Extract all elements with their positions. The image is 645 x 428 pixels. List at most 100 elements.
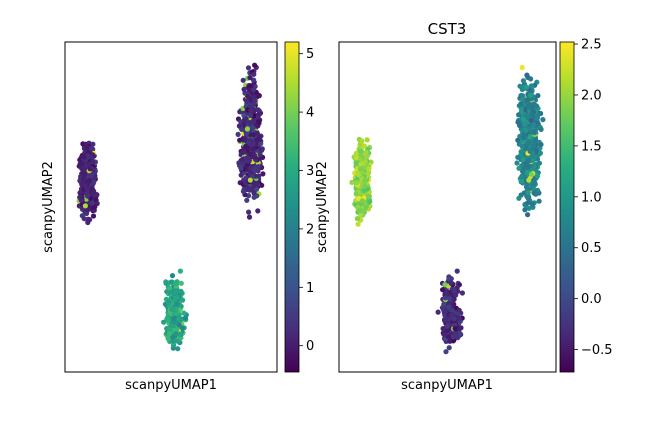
data-point [251, 87, 257, 93]
data-point [538, 126, 544, 132]
data-point [524, 169, 531, 175]
x-axis-label-panel-2: scanpyUMAP1 [401, 378, 493, 393]
data-point [250, 146, 256, 152]
data-point [443, 290, 449, 296]
data-point [179, 325, 185, 331]
data-point [358, 148, 364, 154]
data-point [166, 331, 172, 337]
data-point [526, 102, 533, 108]
data-point [451, 316, 457, 322]
colorbar-tick-label: −0.5 [581, 343, 613, 358]
data-point [359, 138, 365, 144]
data-point [358, 212, 364, 218]
colorbar-ticks-panel-1: 0 1 2 3 4 5 [299, 47, 314, 354]
data-point [256, 93, 262, 99]
data-point [529, 153, 535, 160]
data-point [169, 273, 176, 279]
data-point [177, 268, 183, 274]
data-point [240, 188, 246, 194]
data-point [167, 289, 174, 295]
data-point [252, 62, 258, 68]
data-point [91, 188, 97, 194]
data-point [440, 287, 446, 293]
data-point [531, 122, 537, 128]
data-point [165, 336, 171, 342]
colorbar-tick-label: 0 [306, 339, 314, 354]
data-point [520, 116, 527, 122]
data-point [353, 191, 359, 197]
data-point [88, 145, 94, 151]
data-point [362, 178, 368, 184]
data-point [354, 155, 360, 161]
data-point [456, 307, 462, 313]
data-point [250, 132, 256, 138]
data-point [528, 83, 535, 89]
data-point [365, 193, 371, 199]
data-point [517, 83, 523, 89]
data-point [79, 166, 85, 172]
data-point [353, 150, 359, 156]
data-point [524, 84, 530, 90]
data-point [531, 129, 538, 136]
plot-frame-panel-2 [338, 41, 557, 373]
data-point [181, 310, 187, 316]
data-point [525, 158, 532, 164]
data-point [243, 143, 249, 150]
data-point [524, 183, 530, 189]
chart-title-panel-2: CST3 [428, 20, 467, 38]
data-point [362, 159, 368, 165]
data-point [174, 301, 180, 307]
data-point [252, 155, 259, 161]
data-point [525, 140, 532, 146]
data-point [515, 154, 521, 160]
data-point [447, 296, 453, 302]
data-point [528, 117, 534, 124]
data-point [526, 163, 532, 169]
data-point [354, 180, 360, 186]
data-point [85, 180, 91, 186]
data-point [173, 295, 179, 301]
data-point [529, 201, 535, 207]
data-point [525, 195, 531, 201]
data-point [241, 170, 247, 176]
data-point [443, 349, 449, 355]
data-point [247, 83, 254, 89]
plot-frame-panel-1 [64, 41, 278, 373]
data-point [524, 97, 531, 103]
data-point [521, 121, 527, 127]
data-point [248, 152, 254, 158]
data-point [530, 185, 536, 191]
scatter-points-panel-2 [349, 64, 546, 355]
colorbar-tick-label: 3 [306, 164, 314, 179]
data-point [540, 117, 546, 123]
data-point [367, 198, 373, 205]
colorbar-tick-label: 2.5 [581, 38, 602, 53]
data-point [255, 208, 261, 214]
data-point [530, 143, 537, 149]
data-point [525, 190, 531, 196]
data-point [519, 174, 525, 180]
data-point [177, 331, 183, 337]
data-point [83, 141, 89, 147]
colorbar-panel-2 [559, 41, 575, 373]
data-point [252, 98, 258, 104]
data-point [453, 331, 459, 338]
data-point [358, 156, 364, 162]
data-point [356, 208, 363, 214]
data-point [532, 180, 538, 186]
data-point [251, 168, 258, 174]
data-point [445, 334, 451, 340]
data-point [238, 165, 244, 171]
data-point [536, 198, 542, 204]
data-point [90, 159, 96, 165]
data-point [244, 197, 250, 203]
data-point [355, 172, 361, 178]
data-point [355, 221, 361, 227]
data-point [248, 107, 254, 113]
data-point [527, 133, 533, 140]
y-axis-label-panel-2: scanpyUMAP2 [315, 161, 330, 253]
data-point [535, 93, 541, 99]
y-axis-label-panel-1: scanpyUMAP2 [41, 161, 56, 253]
data-point [84, 186, 90, 192]
data-point [252, 181, 258, 187]
